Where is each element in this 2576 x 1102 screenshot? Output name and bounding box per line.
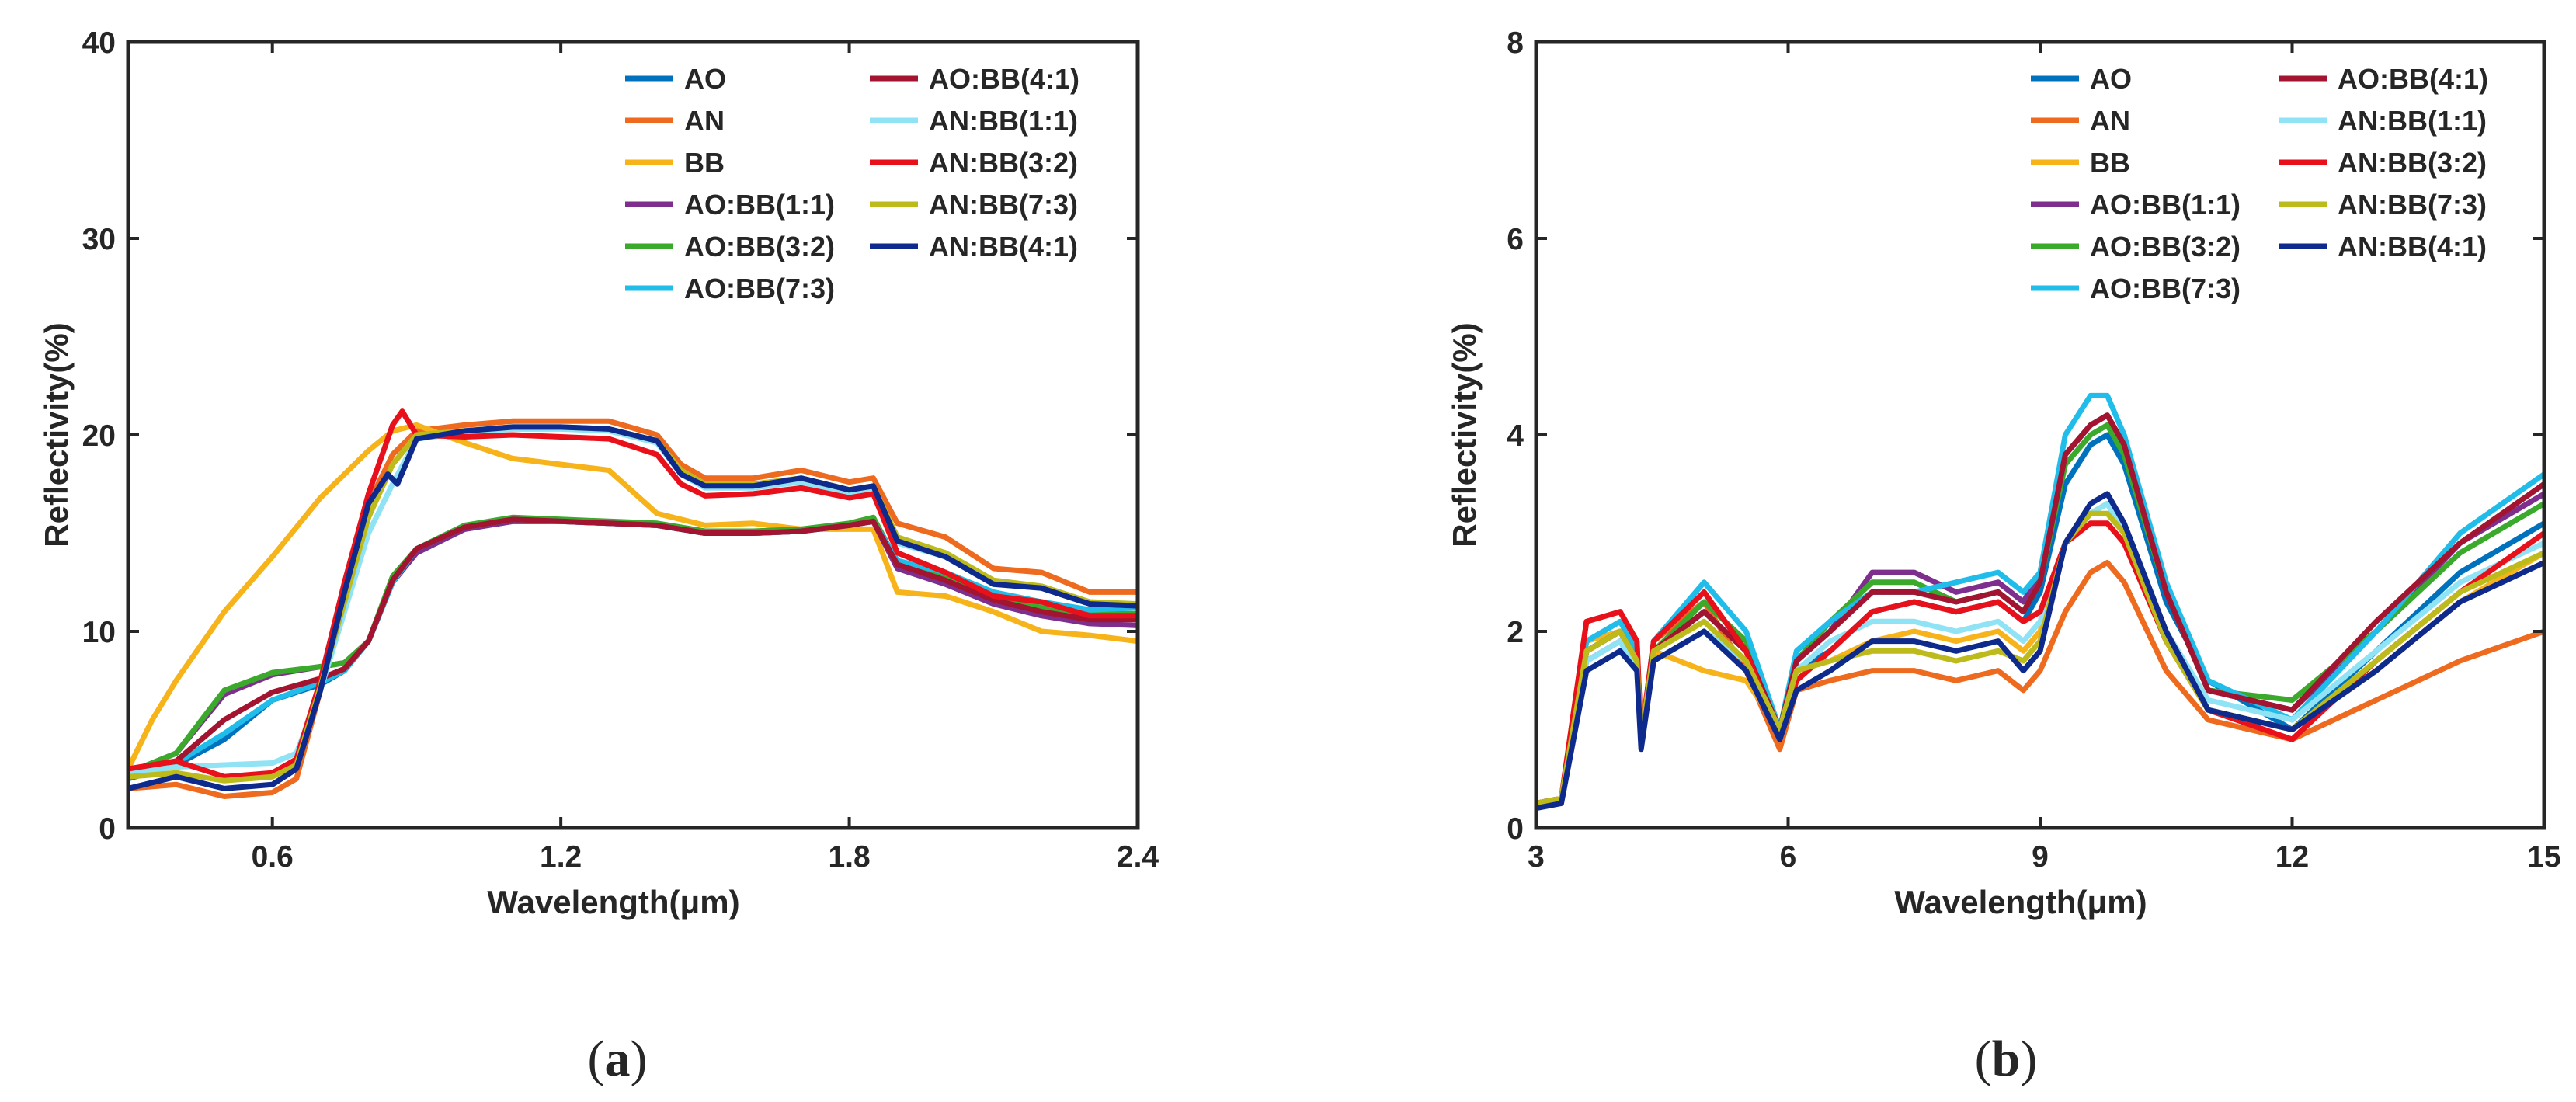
legend-label: AN:BB(1:1) — [929, 105, 1078, 137]
chart-panel-b: 3 6 9 12 15 0 2 4 6 8 Wavelength(μm) Reflectivity(%… — [1446, 26, 2561, 920]
legend-label: AO:BB(1:1) — [684, 189, 835, 221]
series-line-an-bb-4-1 — [1536, 491, 2544, 812]
x-axis-title: Wavelength(μm) — [487, 884, 739, 920]
y-tick-label: 8 — [1507, 26, 1524, 60]
legend-label: AO:BB(7:3) — [2090, 273, 2241, 304]
y-tick-label: 10 — [82, 616, 116, 649]
x-tick-label: 0.6 — [252, 840, 294, 874]
x-axis-title: Wavelength(μm) — [1894, 884, 2147, 920]
legend-label: BB — [2090, 147, 2130, 179]
x-tick-label: 1.8 — [828, 840, 870, 874]
series-line-bb — [128, 422, 1138, 772]
y-tick-label: 4 — [1507, 419, 1524, 453]
plot-area-b — [1536, 42, 2544, 828]
legend-label: AN:BB(3:2) — [929, 147, 1078, 179]
y-tick-label: 20 — [82, 419, 116, 453]
x-tick-label: 1.2 — [540, 840, 582, 874]
y-tick-label: 30 — [82, 223, 116, 256]
legend-label: AO:BB(4:1) — [2338, 63, 2488, 95]
series-group-a — [128, 408, 1138, 799]
y-tick-label: 0 — [99, 812, 116, 846]
panel-caption-a: (a) — [588, 1031, 648, 1087]
y-tick-label: 6 — [1507, 223, 1524, 256]
legend-label: AO:BB(1:1) — [2090, 189, 2241, 221]
y-axis-title: Reflectivity(%) — [1446, 322, 1483, 547]
legend-b: AO AN BB AO:BB(1:1) AO:BB(3:2) AO:BB(7:3) AO:B… — [2031, 63, 2488, 304]
chart-panel-a: 0.6 1.2 1.8 2.4 0 10 20 30 40 Wavelength(μm) Refle… — [38, 26, 1159, 920]
legend-label: AO:BB(4:1) — [929, 63, 1079, 95]
legend-label: AN:BB(7:3) — [929, 189, 1078, 221]
legend-label: AO:BB(3:2) — [684, 231, 835, 262]
series-group-b — [1536, 392, 2544, 812]
legend-label: AN:BB(4:1) — [929, 231, 1078, 262]
x-tick-label: 2.4 — [1117, 840, 1159, 874]
legend-label: AN — [684, 105, 725, 137]
legend-a: AO AN BB AO:BB(1:1) AO:BB(3:2) AO:BB(7:3) AO:B… — [625, 63, 1079, 304]
series-line-an-bb-4-1 — [128, 424, 1138, 791]
x-tick-label: 3 — [1528, 840, 1545, 874]
y-tick-label: 40 — [82, 26, 116, 60]
x-tick-label: 6 — [1780, 840, 1797, 874]
legend-label: AO:BB(3:2) — [2090, 231, 2241, 262]
legend-label: AN:BB(4:1) — [2338, 231, 2487, 262]
legend-label: AN:BB(1:1) — [2338, 105, 2487, 137]
legend-label: AO — [684, 63, 726, 95]
y-axis-title: Reflectivity(%) — [38, 322, 75, 547]
legend-label: AO — [2090, 63, 2132, 95]
legend-label: AN:BB(7:3) — [2338, 189, 2487, 221]
x-tick-label: 9 — [2032, 840, 2049, 874]
panel-caption-b: (b) — [1975, 1031, 2038, 1087]
legend-label: AO:BB(7:3) — [684, 273, 835, 304]
x-tick-label: 12 — [2275, 840, 2309, 874]
legend-label: AN — [2090, 105, 2130, 137]
legend-label: BB — [684, 147, 725, 179]
legend-label: AN:BB(3:2) — [2338, 147, 2487, 179]
x-tick-label: 15 — [2527, 840, 2560, 874]
y-tick-label: 2 — [1507, 616, 1524, 649]
y-tick-label: 0 — [1507, 812, 1524, 846]
